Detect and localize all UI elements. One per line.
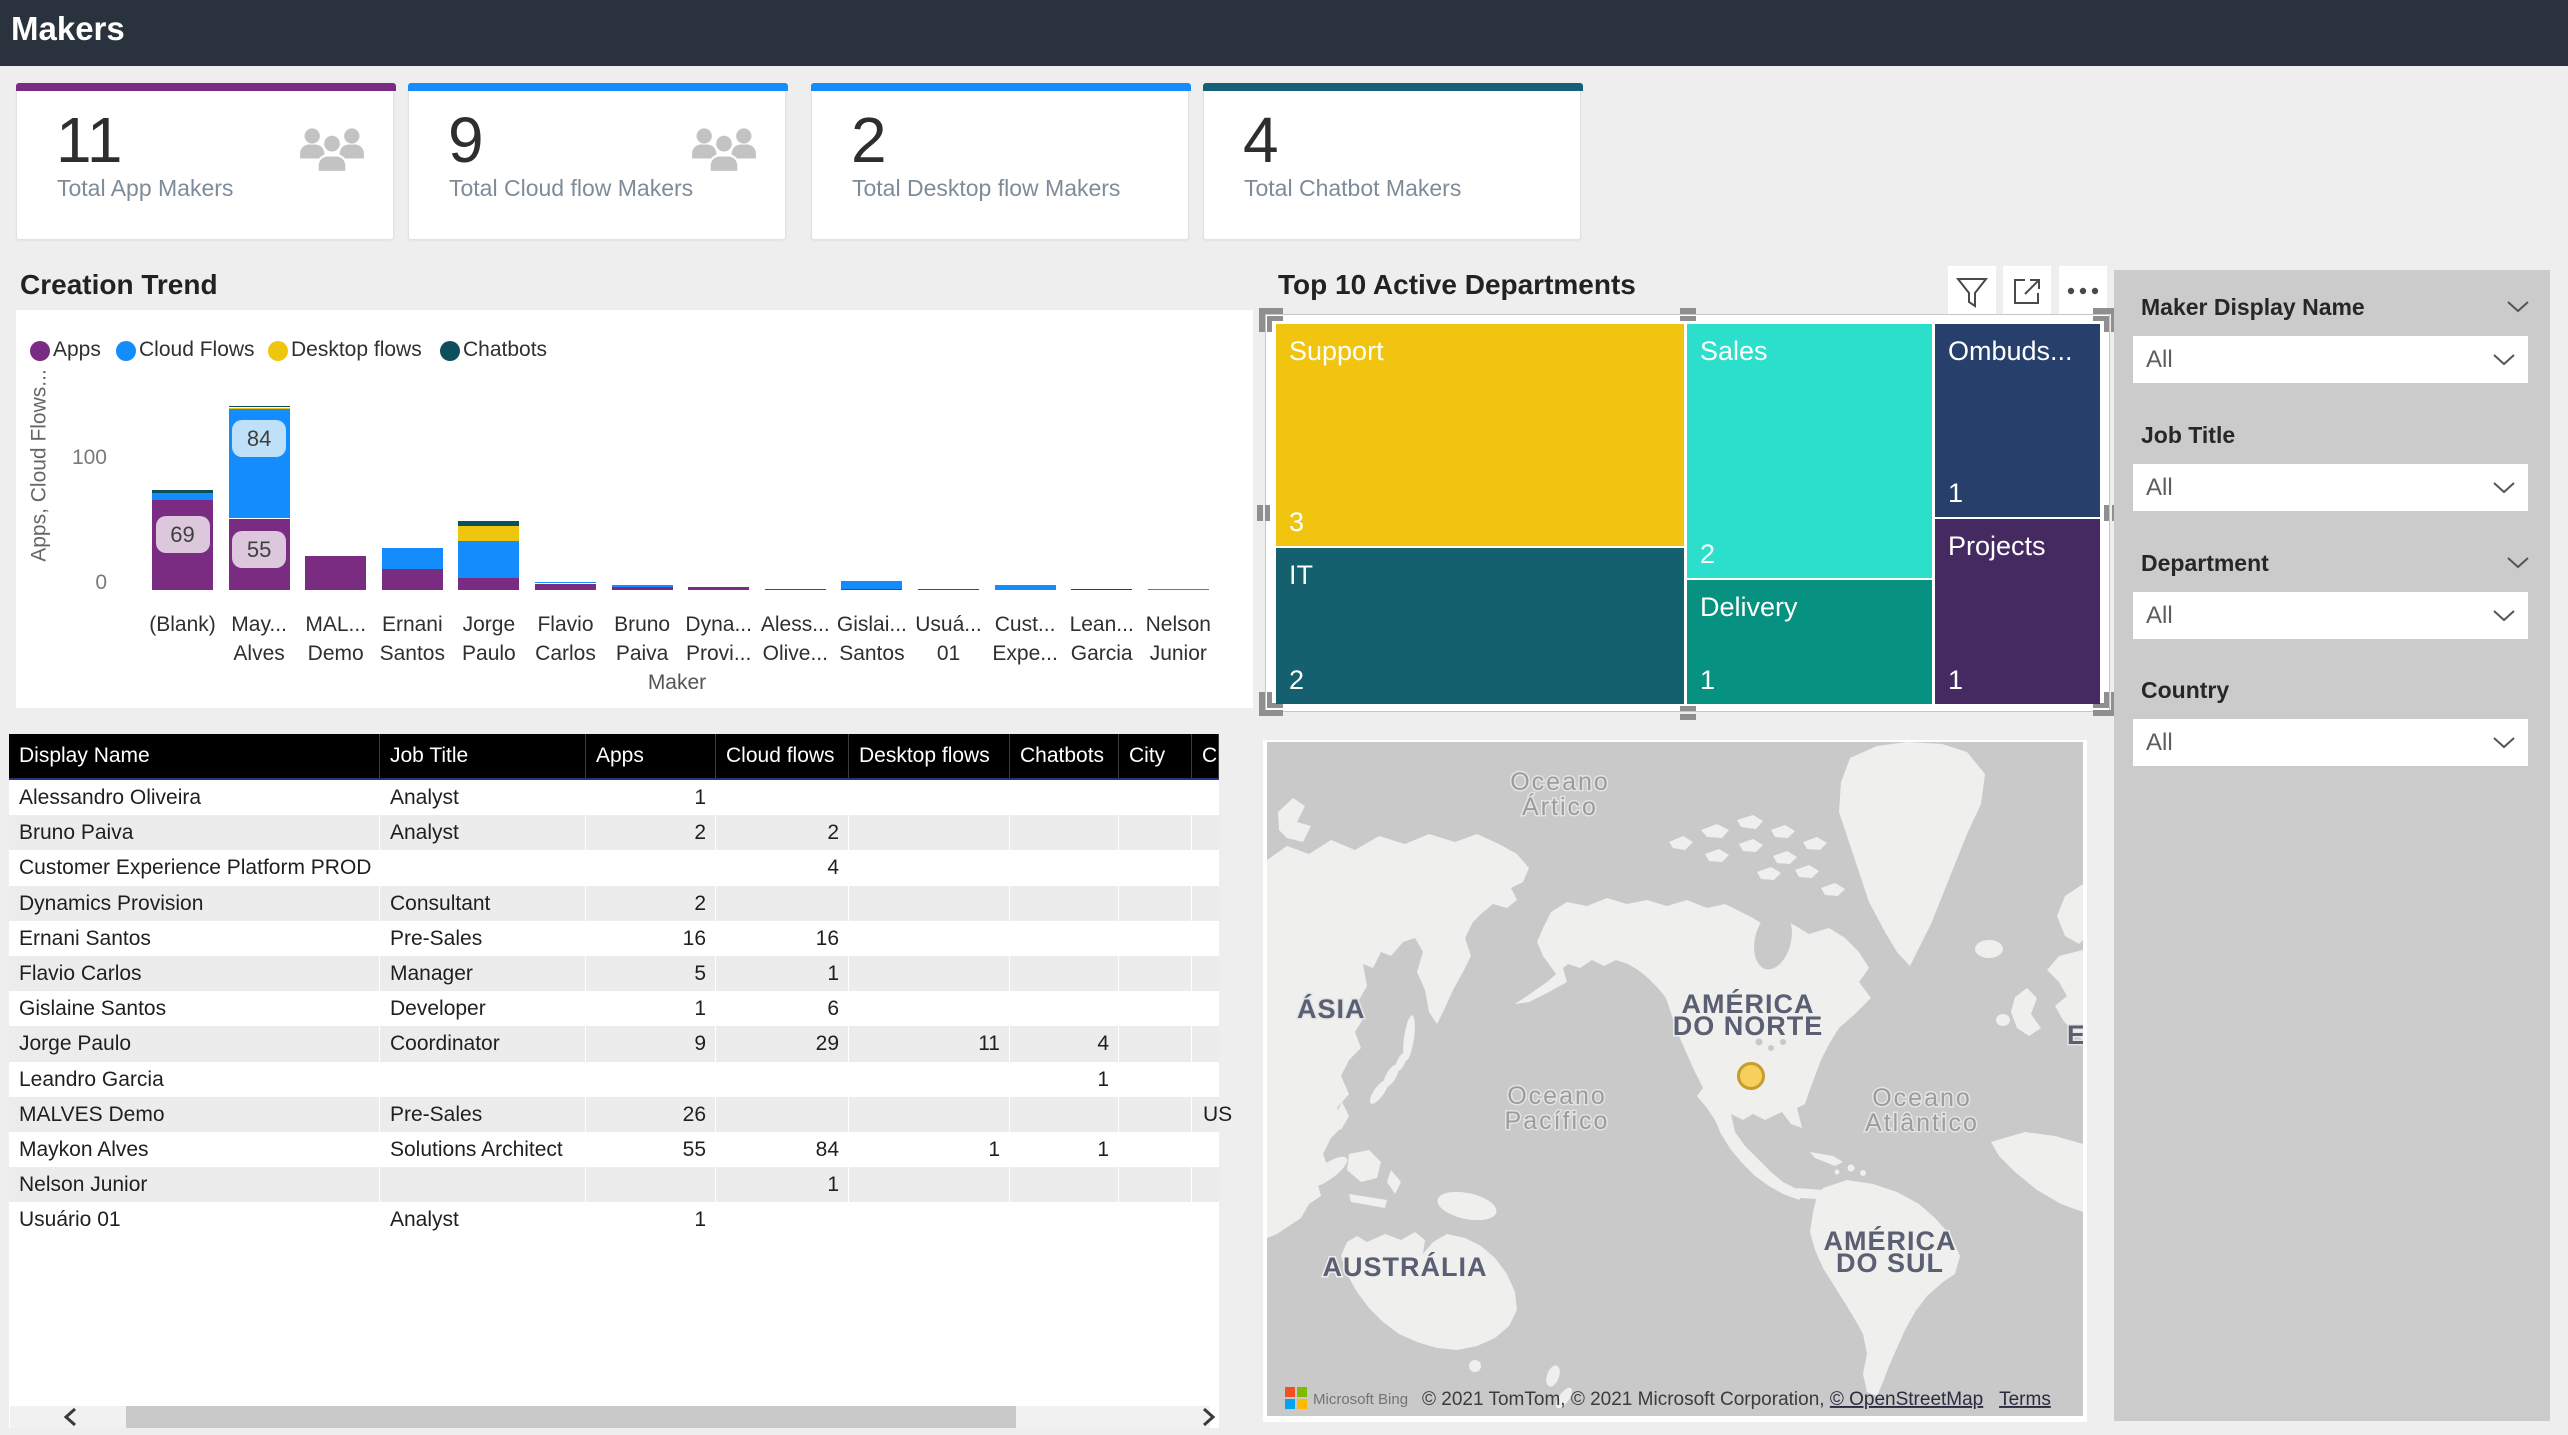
svg-text:Oceano: Oceano [1872,1084,1972,1112]
svg-text:Pacífico: Pacífico [1505,1107,1610,1135]
svg-text:Oceano: Oceano [1510,768,1610,796]
svg-text:DO SUL: DO SUL [1836,1248,1944,1278]
svg-text:EU: EU [2067,1020,2083,1050]
svg-text:AMÉRICA: AMÉRICA [1682,988,1815,1019]
svg-text:ÁSIA: ÁSIA [1297,993,1366,1024]
svg-text:AMÉRICA: AMÉRICA [1824,1225,1957,1256]
svg-text:Microsoft Bing: Microsoft Bing [1313,1391,1408,1408]
svg-text:© 2021 TomTom, © 2021 Microsof: © 2021 TomTom, © 2021 Microsoft Corporat… [1422,1389,2051,1410]
svg-text:Ártico: Ártico [1522,792,1598,821]
svg-text:AUSTRÁLIA: AUSTRÁLIA [1323,1251,1488,1282]
svg-text:DO NORTE: DO NORTE [1673,1011,1824,1041]
svg-text:Atlântico: Atlântico [1865,1109,1979,1137]
svg-text:Oceano: Oceano [1507,1082,1607,1110]
